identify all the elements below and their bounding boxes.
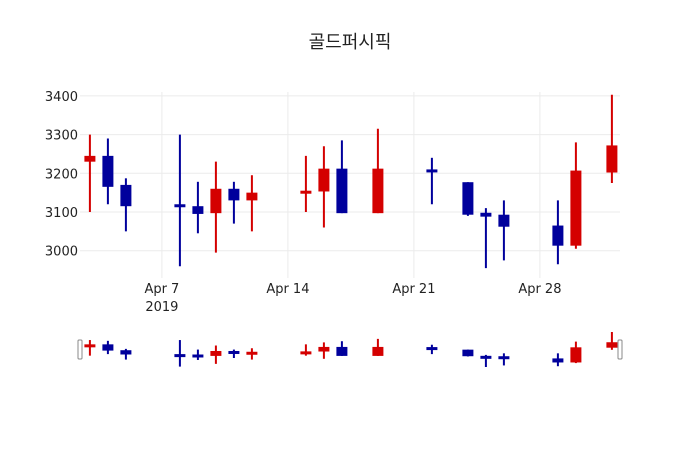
slider-candle <box>300 344 312 356</box>
y-tick-label: 3400 <box>45 90 78 105</box>
y-axis: 3000 3100 3200 3300 3400 <box>45 90 78 260</box>
candle-decreasing[interactable] <box>426 157 438 205</box>
candle-decreasing[interactable] <box>102 138 114 205</box>
range-slider-left-handle[interactable] <box>77 339 83 360</box>
slider-candle <box>606 332 618 350</box>
x-axis: Apr 7 2019 Apr 14 Apr 21 Apr 28 <box>144 282 561 315</box>
y-tick-label: 3200 <box>45 167 78 182</box>
x-tick-label: Apr 21 <box>392 282 435 297</box>
slider-candle <box>102 340 114 355</box>
x-tick-label: Apr 14 <box>266 282 309 297</box>
candle-increasing[interactable] <box>570 142 582 249</box>
candle-decreasing[interactable] <box>192 181 204 234</box>
slider-candle <box>228 349 240 359</box>
candle-decreasing[interactable] <box>336 140 348 214</box>
candle-increasing[interactable] <box>300 155 312 212</box>
slider-candle <box>192 349 204 360</box>
slider-candle <box>246 348 258 360</box>
candle-increasing[interactable] <box>606 94 618 183</box>
x-tick-label: Apr 7 <box>144 282 179 297</box>
slider-candle <box>318 342 330 359</box>
x-tick-label: Apr 28 <box>518 282 561 297</box>
y-tick-label: 3100 <box>45 206 78 221</box>
candle-increasing[interactable] <box>246 175 258 232</box>
slider-candle <box>372 338 384 356</box>
slider-candle <box>462 349 474 357</box>
candles <box>84 94 618 269</box>
candle-decreasing[interactable] <box>228 181 240 224</box>
candle-increasing[interactable] <box>372 128 384 214</box>
grid-lines <box>80 92 620 278</box>
candle-increasing[interactable] <box>84 134 96 212</box>
slider-candle <box>480 354 492 367</box>
slider-candle <box>210 345 222 364</box>
candle-decreasing[interactable] <box>120 178 132 232</box>
y-tick-label: 3000 <box>45 245 78 260</box>
slider-candle <box>120 348 132 360</box>
range-slider-right-handle[interactable] <box>617 339 623 360</box>
slider-candle <box>426 344 438 355</box>
candle-decreasing[interactable] <box>174 134 186 267</box>
slider-candle <box>552 353 564 367</box>
slider-candle <box>174 340 186 367</box>
candle-increasing[interactable] <box>210 161 222 253</box>
candle-decreasing[interactable] <box>462 182 474 216</box>
slider-candle <box>84 340 96 356</box>
x-tick-year-label: 2019 <box>145 300 178 315</box>
chart-title: 골드퍼시픽 <box>308 32 392 53</box>
candle-increasing[interactable] <box>318 146 330 228</box>
candle-decreasing[interactable] <box>480 208 492 269</box>
candle-decreasing[interactable] <box>552 200 564 265</box>
slider-candle <box>570 341 582 364</box>
slider-candle <box>498 353 510 366</box>
y-tick-label: 3300 <box>45 129 78 144</box>
range-slider[interactable] <box>77 332 623 367</box>
candle-decreasing[interactable] <box>498 200 510 261</box>
slider-candle <box>336 341 348 356</box>
